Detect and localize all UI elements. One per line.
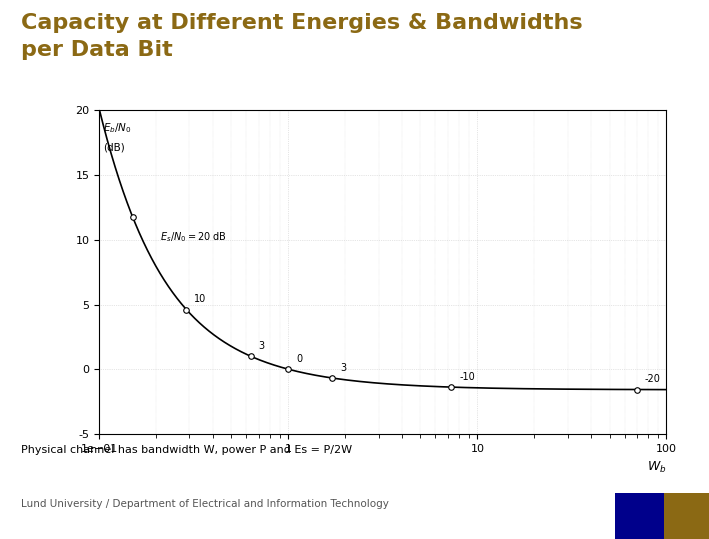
Text: per Data Bit: per Data Bit bbox=[21, 40, 173, 60]
Bar bbox=[664, 493, 709, 539]
Text: 3: 3 bbox=[259, 341, 264, 351]
Bar bbox=[615, 493, 664, 539]
Text: Capacity at Different Energies & Bandwidths: Capacity at Different Energies & Bandwid… bbox=[21, 13, 583, 33]
Text: 3: 3 bbox=[340, 363, 346, 373]
Text: 10: 10 bbox=[194, 294, 206, 305]
Text: 0: 0 bbox=[296, 354, 302, 364]
Text: -10: -10 bbox=[459, 372, 475, 382]
Text: $E_s/N_0 = 20$ dB: $E_s/N_0 = 20$ dB bbox=[160, 230, 227, 244]
Text: $E_b/N_0$: $E_b/N_0$ bbox=[104, 121, 132, 135]
Text: $W_b$: $W_b$ bbox=[647, 460, 666, 475]
Text: (dB): (dB) bbox=[104, 143, 125, 153]
Text: -20: -20 bbox=[644, 375, 661, 384]
Text: Lund University / Department of Electrical and Information Technology: Lund University / Department of Electric… bbox=[21, 499, 389, 509]
Text: Physical channel has bandwidth W, power P and Es = P/2W: Physical channel has bandwidth W, power … bbox=[21, 445, 352, 455]
